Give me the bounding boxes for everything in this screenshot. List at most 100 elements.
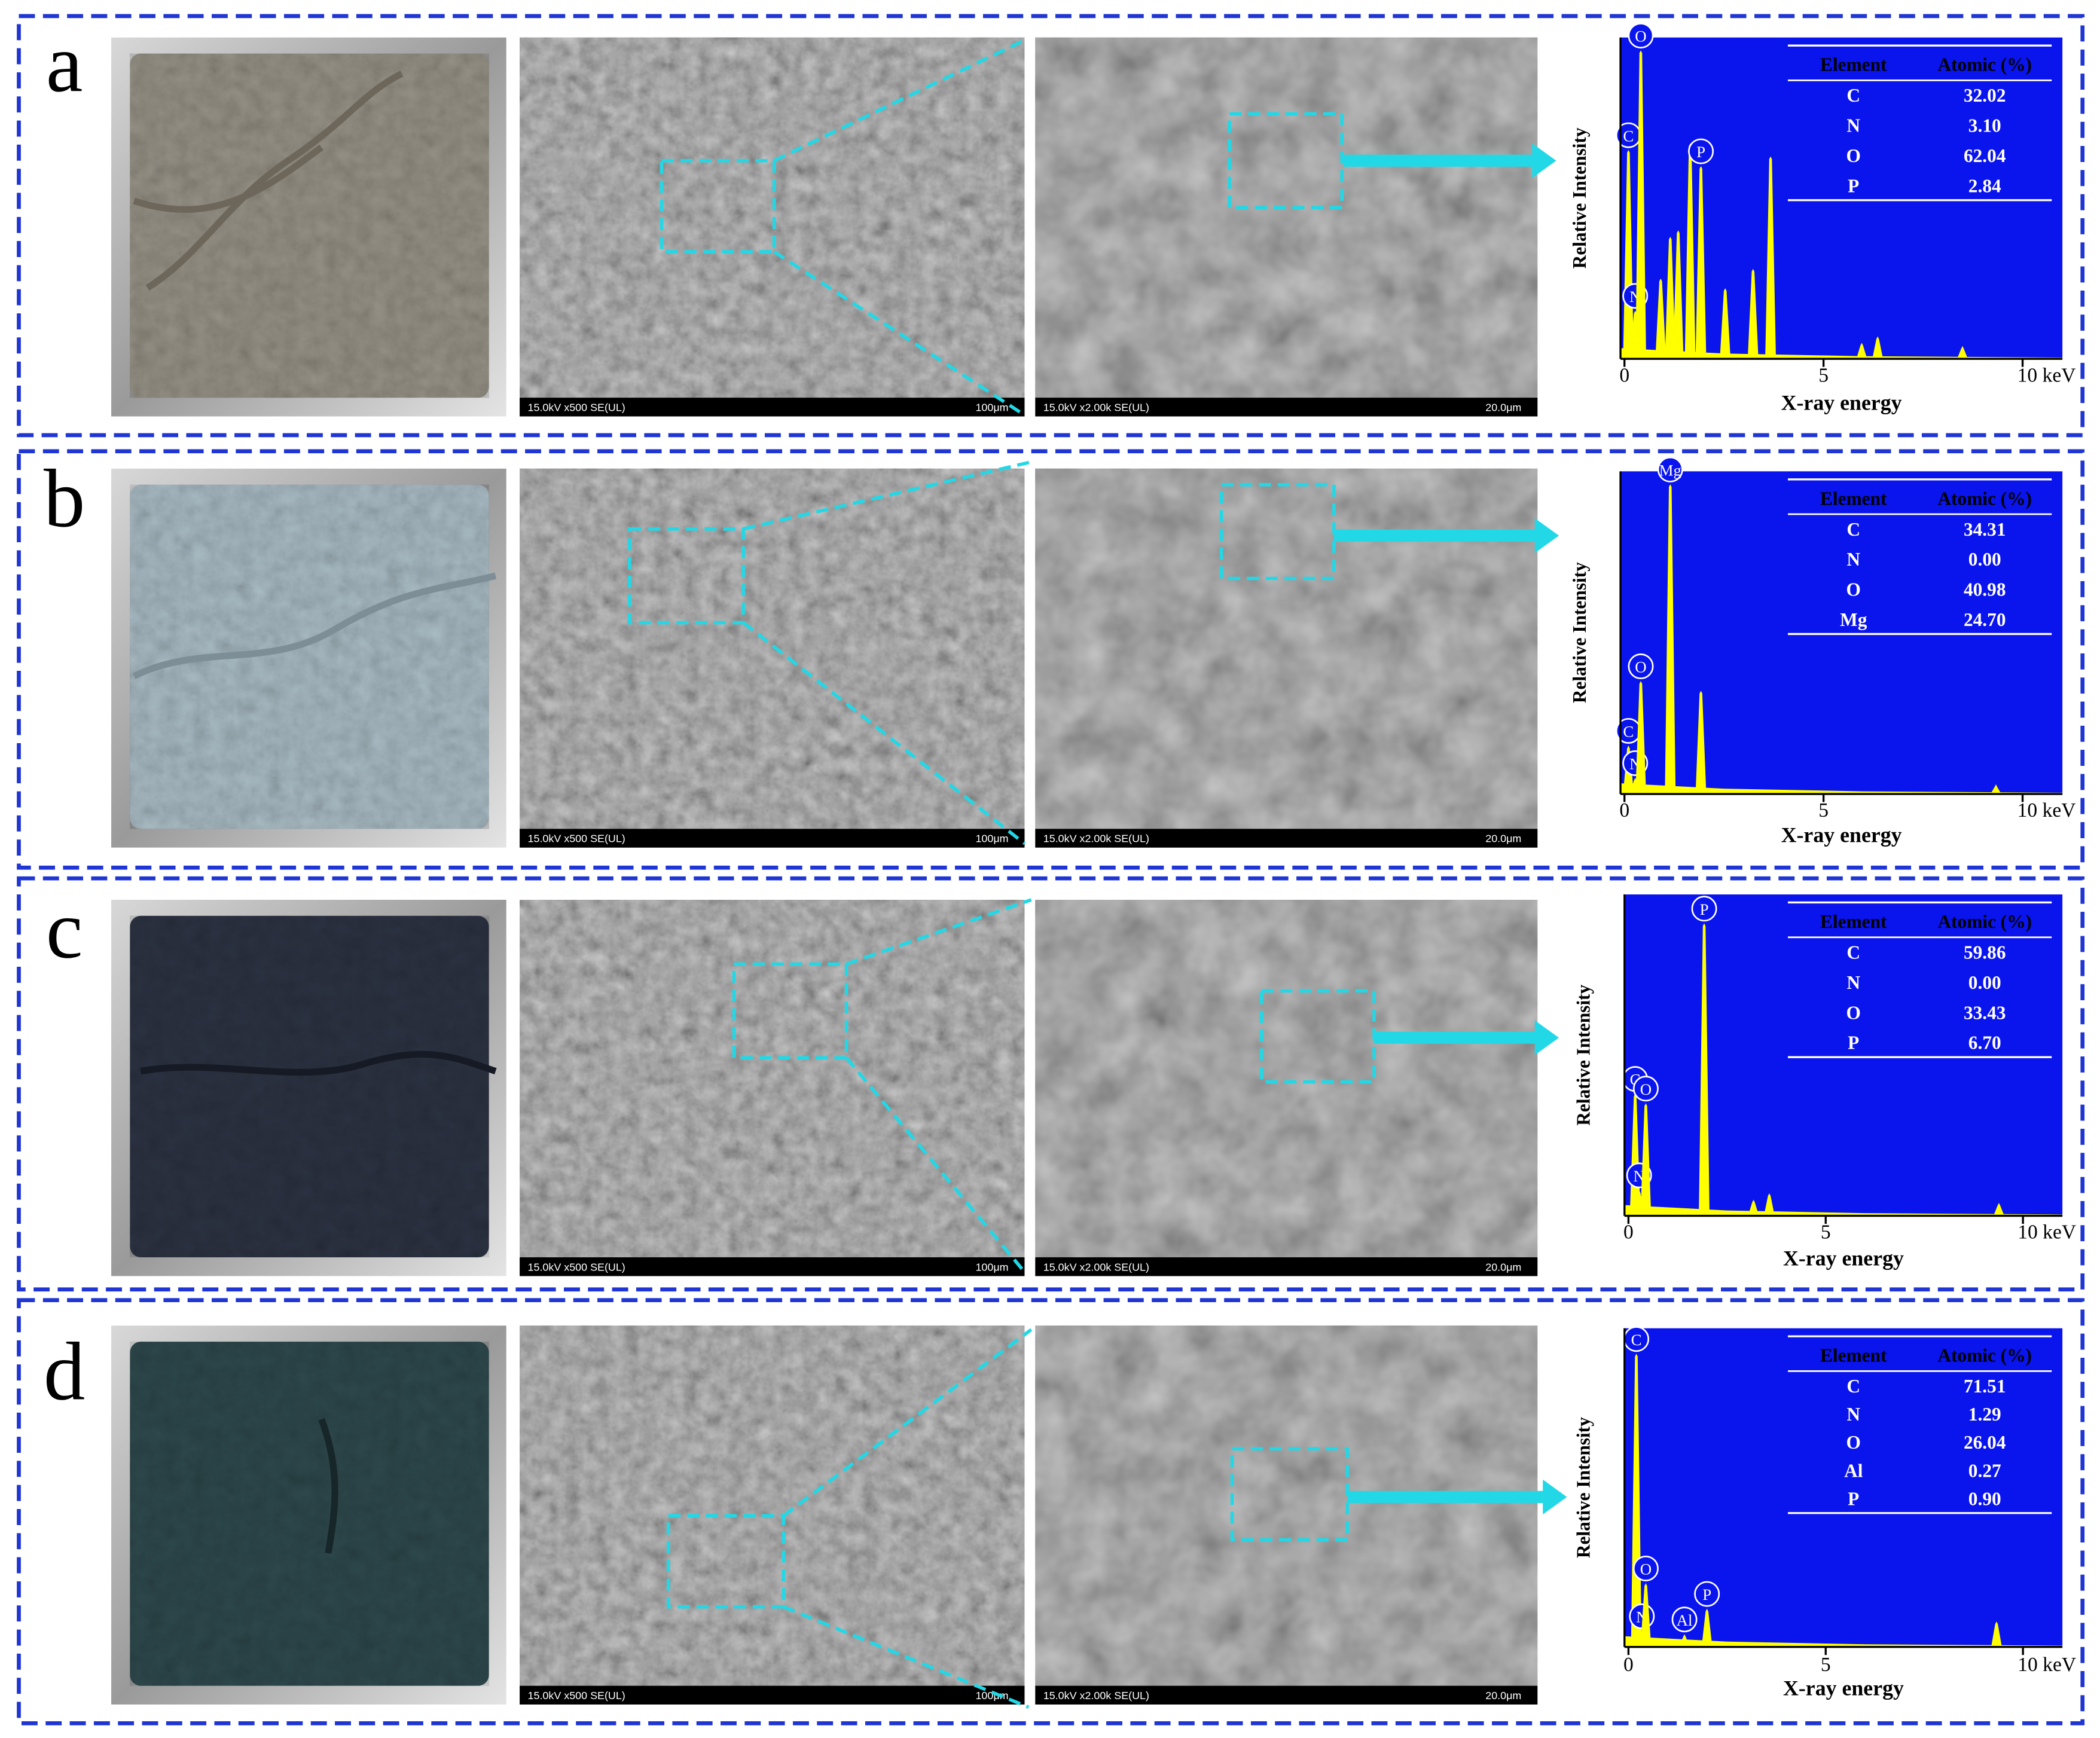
y-axis-label: Relative Intensity <box>1573 985 1594 1126</box>
x-tick-label: 0 <box>1623 1221 1634 1244</box>
peak-label: O <box>1635 658 1646 676</box>
panel-label: c <box>46 884 83 976</box>
spectrum-peak <box>1640 1583 1652 1647</box>
peak-label: C <box>1631 1331 1642 1349</box>
table-cell: 0.00 <box>1968 972 2001 993</box>
spectrum-peak <box>1635 681 1646 795</box>
table-cell: 26.04 <box>1964 1432 2006 1453</box>
spectrum-peak <box>1856 343 1867 359</box>
zoom-line <box>773 250 1025 417</box>
panel-frame <box>17 449 2085 870</box>
peak-label-circle <box>1632 1076 1659 1102</box>
spectrum-baseline <box>1624 1205 2063 1216</box>
x-tick-label: 5 <box>1821 1654 1831 1676</box>
zoom-box <box>660 158 776 253</box>
arrow-head <box>1543 1479 1567 1514</box>
sem-info-left: 15.0kV x2.00k SE(UL) <box>1043 1261 1149 1273</box>
zoom-line <box>846 898 1032 966</box>
peak-label: C <box>1623 723 1634 741</box>
spectrum-peak <box>1720 288 1731 359</box>
table-cell: 32.02 <box>1964 85 2006 106</box>
table-cell: Mg <box>1840 609 1867 630</box>
arrow-head <box>1532 143 1556 178</box>
sem-info-bar <box>1035 1685 1538 1705</box>
sem-scale-label: 20.0μm <box>1485 833 1521 845</box>
peak-label: C <box>1623 127 1634 145</box>
zoom-line <box>845 1056 1026 1273</box>
peak-label: Al <box>1677 1611 1693 1629</box>
spectrum-peak <box>1655 278 1666 359</box>
spectrum-peak <box>1672 230 1684 359</box>
spectrum-peak <box>1957 346 1968 359</box>
spectrum-peak <box>1635 50 1646 359</box>
sem-texture <box>1035 900 1538 1257</box>
table-cell: 0.27 <box>1968 1460 2001 1481</box>
y-axis-label: Relative Intensity <box>1573 1417 1594 1558</box>
zoom-line <box>743 460 1032 531</box>
photo-crack <box>132 572 497 680</box>
x-axis-label: X-ray energy <box>1783 1246 1904 1270</box>
table-cell: C <box>1846 1376 1860 1397</box>
peak-label-circle <box>1694 1581 1720 1607</box>
peak-label: P <box>1696 143 1705 161</box>
spectrum-peak <box>1993 1203 2004 1216</box>
spectrum-peak <box>1679 1634 1690 1647</box>
x-tick-label: 5 <box>1818 799 1829 821</box>
zoom-line <box>782 1328 1033 1517</box>
panel-frame <box>17 876 2085 1292</box>
panel-label: d <box>44 1325 85 1418</box>
peak-label: P <box>1702 1586 1711 1603</box>
peak-label-circle <box>1671 1606 1698 1633</box>
table-cell: O <box>1846 579 1861 600</box>
spectrum-peak <box>1990 784 2001 795</box>
spectrum-baseline <box>1620 783 2063 795</box>
peak-label: O <box>1640 1560 1652 1578</box>
sem-info-left: 15.0kV x500 SE(UL) <box>528 1261 625 1273</box>
zoom-box <box>627 527 745 625</box>
sem-info-left: 15.0kV x2.00k SE(UL) <box>1043 402 1149 414</box>
table-header: Element <box>1820 911 1887 932</box>
table-cell: N <box>1846 972 1860 993</box>
table-cell: 6.70 <box>1968 1033 2001 1053</box>
spectrum-plot <box>1620 471 2063 795</box>
table-cell: 1.29 <box>1968 1404 2001 1425</box>
x-tick-label: 0 <box>1623 1654 1634 1676</box>
sem-texture <box>1035 37 1538 398</box>
table-cell: N <box>1846 115 1860 136</box>
photo-texture <box>130 53 489 398</box>
spectrum-peak <box>1665 236 1676 359</box>
peak-label-circle <box>1628 653 1654 680</box>
photo-crack <box>318 1418 338 1554</box>
table-cell: P <box>1848 1033 1859 1053</box>
spectrum-baseline <box>1620 348 2063 359</box>
x-tick-label: 10 keV <box>2017 1654 2076 1676</box>
peak-label: O <box>1635 28 1646 45</box>
spectrum-peak <box>1765 156 1777 359</box>
spectrum-peak <box>1991 1621 2002 1647</box>
sem-scale-label: 20.0μm <box>1485 1261 1521 1273</box>
spectrum-baseline <box>1624 1636 2063 1647</box>
spectrum-peak <box>1640 1103 1652 1216</box>
photo-texture <box>130 484 489 829</box>
zoom-line <box>773 38 1025 163</box>
table-header: Element <box>1820 488 1887 509</box>
zoom-box <box>1228 112 1344 209</box>
arrow-head <box>1534 1020 1559 1055</box>
sem-info-bar <box>1035 1257 1538 1276</box>
sem-info-bar <box>1035 829 1538 848</box>
x-tick-label: 10 keV <box>2017 799 2076 821</box>
sem-info-bar <box>520 829 1025 848</box>
photo-crack <box>133 144 324 213</box>
table-cell: C <box>1846 85 1860 106</box>
sem-info-left: 15.0kV x2.00k SE(UL) <box>1043 833 1149 845</box>
spectrum-peak <box>1763 1193 1775 1216</box>
sem-info-left: 15.0kV x2.00k SE(UL) <box>1043 1690 1149 1702</box>
sem-texture <box>520 900 1025 1257</box>
table-cell: 62.04 <box>1964 145 2006 166</box>
panel-frame <box>17 14 2085 438</box>
spectrum-peak <box>1748 1199 1759 1216</box>
table-cell: P <box>1848 175 1859 196</box>
table-header: Atomic (%) <box>1937 488 2032 509</box>
sem-info-left: 15.0kV x500 SE(UL) <box>528 1690 625 1702</box>
